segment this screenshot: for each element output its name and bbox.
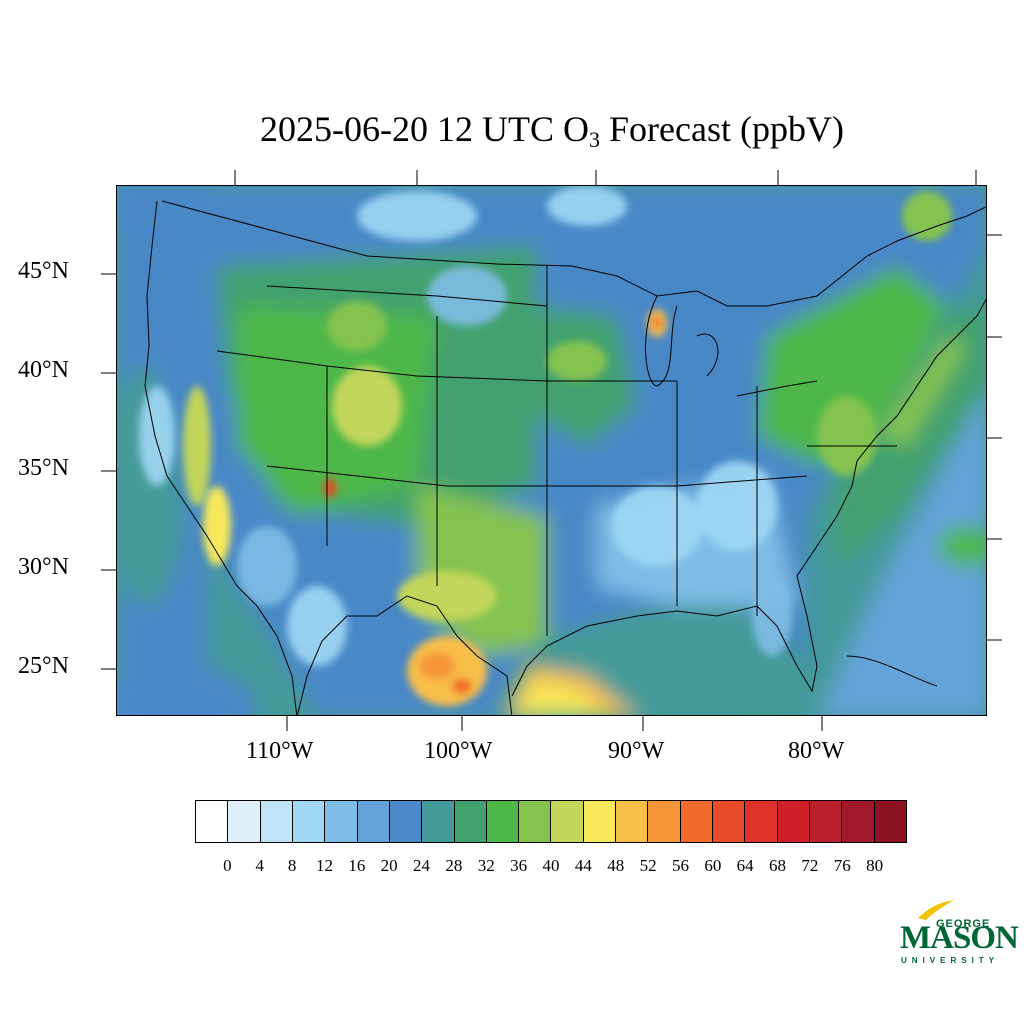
colorbar-tick-label: 52 — [639, 856, 657, 875]
gmu-logo: GEORGE MASON UNIVERSITY — [900, 898, 1019, 970]
lat-label-45: 45°N — [18, 258, 69, 284]
colorbar-tick-label: 76 — [833, 856, 851, 875]
colorbar-tick-label: 24 — [413, 856, 431, 875]
colorbar-swatch — [519, 801, 552, 842]
logo-george: GEORGE — [936, 918, 991, 930]
colorbar-tick-label: 60 — [704, 856, 722, 875]
pacific-coastline — [144, 200, 298, 715]
colorbar-tick-label: 4 — [255, 856, 264, 875]
colorbar-swatch — [196, 801, 229, 842]
colorbar-tick-label: 56 — [671, 856, 689, 875]
gulf-atlantic-coastline — [511, 298, 986, 697]
logo-mason: MASON — [900, 920, 1019, 956]
colorbar-swatch — [228, 801, 261, 842]
lat-label-25: 25°N — [18, 653, 69, 679]
title-prefix: 2025-06-20 12 UTC O — [260, 109, 590, 149]
logo-swoosh-icon — [918, 900, 954, 920]
colorbar-tick-label: 20 — [380, 856, 398, 875]
canada-border-east — [571, 206, 986, 307]
colorbar-swatch — [357, 801, 390, 842]
colorbar-tick-label: 68 — [769, 856, 787, 875]
colorbar-swatch — [454, 801, 487, 842]
colorbar-tick-label: 8 — [287, 856, 297, 875]
colorbar-tick-label: 0 — [223, 856, 232, 875]
colorbar — [195, 800, 907, 843]
colorbar-swatch — [583, 801, 617, 842]
state-line-north — [266, 285, 548, 307]
colorbar-tick-label: 16 — [348, 856, 366, 875]
boundaries — [144, 200, 986, 715]
colorbar-tick-label: 48 — [607, 856, 625, 875]
colorbar-swatch — [486, 801, 520, 842]
colorbar-tick-label: 72 — [801, 856, 819, 875]
colorbar-swatch — [777, 801, 810, 842]
title-suffix: Forecast (ppbV) — [600, 109, 844, 149]
lat-label-30: 30°N — [18, 554, 69, 580]
atlantic-plume — [817, 306, 986, 715]
colorbar-swatch — [422, 801, 455, 842]
lat-label-40: 40°N — [18, 357, 69, 383]
colorbar-tick-label: 64 — [736, 856, 754, 875]
colorbar-tick-label: 28 — [445, 856, 463, 875]
lake-michigan — [645, 295, 678, 387]
colorbar-swatch — [874, 801, 906, 842]
lon-label-90: 90°W — [608, 738, 665, 764]
state-line-41 — [216, 350, 677, 382]
colorbar-swatch — [389, 801, 423, 842]
colorbar-swatch — [648, 801, 681, 842]
colorbar-swatch — [616, 801, 649, 842]
lon-label-80: 80°W — [788, 738, 845, 764]
colorbar-tick-label: 40 — [542, 856, 560, 875]
lake-huron — [696, 333, 719, 377]
colorbar-swatch — [551, 801, 584, 842]
colorbar-swatch — [260, 801, 293, 842]
right-ticks — [987, 234, 1002, 641]
colorbar-tick-label: 12 — [315, 856, 333, 875]
cuba-outline — [846, 655, 938, 687]
ozone-map-canvas — [117, 186, 986, 715]
colorbar-swatch — [809, 801, 843, 842]
logo-university: UNIVERSITY — [901, 956, 1000, 965]
title-subscript: 3 — [589, 127, 601, 152]
colorbar-swatch — [680, 801, 713, 842]
colorbar-swatch — [713, 801, 746, 842]
colorbar-swatch — [325, 801, 358, 842]
top-ticks — [234, 170, 977, 185]
colorbar-tick-label: 32 — [477, 856, 495, 875]
colorbar-tick-label: 80 — [866, 856, 884, 875]
map-title: 2025-06-20 12 UTC O3 Forecast (ppbV) — [0, 108, 1024, 153]
mexico-border — [296, 595, 513, 715]
ozone-map — [116, 185, 987, 716]
colorbar-swatch — [842, 801, 875, 842]
gulf-field — [498, 616, 767, 715]
lon-label-110: 110°W — [246, 738, 314, 764]
colorbar-tick-label: 44 — [574, 856, 592, 875]
state-line-36 — [266, 465, 808, 487]
ozone-hotspots — [183, 191, 952, 706]
colorbar-swatch — [292, 801, 326, 842]
bottom-ticks — [286, 716, 823, 731]
lon-label-100: 100°W — [424, 738, 493, 764]
canada-border-west — [161, 200, 573, 267]
lat-label-35: 35°N — [18, 455, 69, 481]
colorbar-tick-label: 36 — [510, 856, 528, 875]
left-ticks — [101, 273, 116, 670]
colorbar-swatch — [745, 801, 778, 842]
lake-erie — [736, 380, 818, 397]
